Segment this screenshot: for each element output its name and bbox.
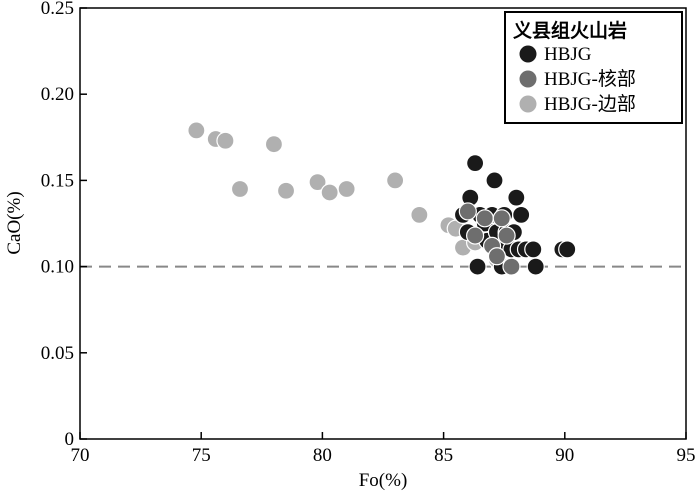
data-point — [466, 154, 485, 173]
data-point — [230, 179, 250, 199]
data-point — [410, 205, 429, 224]
data-point — [386, 171, 405, 190]
data-point — [264, 135, 284, 154]
x-tick-label: 80 — [313, 445, 332, 466]
legend-label: HBJG — [544, 44, 592, 65]
legend: 义县组火山岩 HBJG HBJG-核部 HBJG-边部 — [504, 11, 683, 124]
data-point — [308, 173, 327, 192]
legend-label: HBJG-核部 — [544, 68, 636, 90]
data-point — [216, 131, 235, 150]
legend-label: HBJG-边部 — [544, 93, 636, 115]
x-axis-label: Fo(%) — [359, 470, 408, 491]
x-axis-ticks: 70 75 80 85 90 95 — [71, 432, 696, 466]
data-point — [468, 257, 487, 276]
data-point — [512, 205, 531, 224]
y-tick-label: 0.15 — [41, 170, 74, 191]
data-point — [497, 226, 516, 245]
series-group — [458, 202, 521, 276]
data-point — [558, 240, 577, 259]
legend-marker — [519, 95, 537, 113]
x-tick-label: 75 — [192, 445, 211, 466]
series-group — [187, 121, 507, 269]
y-tick-label: 0.05 — [41, 343, 74, 364]
data-point — [466, 226, 485, 245]
legend-items: HBJG HBJG-核部 HBJG-边部 — [519, 44, 636, 115]
data-point — [502, 257, 521, 276]
legend-title: 义县组火山岩 — [513, 19, 627, 42]
y-tick-label: 0 — [65, 429, 75, 450]
y-axis-ticks: 0 0.05 0.10 0.15 0.20 0.25 — [41, 0, 87, 450]
data-point — [485, 171, 504, 190]
x-tick-label: 90 — [555, 445, 574, 466]
data-point — [337, 179, 356, 199]
data-point — [320, 183, 339, 202]
data-point — [524, 240, 543, 259]
plot-frame — [79, 7, 687, 440]
points-layer — [187, 121, 577, 276]
data-point — [458, 202, 477, 221]
data-point — [507, 188, 526, 207]
data-point — [526, 257, 545, 276]
y-tick-label: 0.20 — [41, 84, 74, 105]
y-tick-label: 0.25 — [41, 0, 74, 19]
y-axis-label: CaO(%) — [4, 191, 25, 254]
x-tick-label: 95 — [677, 445, 696, 466]
x-tick-label: 70 — [71, 445, 90, 466]
legend-marker — [519, 70, 537, 88]
data-point — [475, 209, 494, 228]
legend-marker — [519, 45, 537, 63]
data-point — [492, 209, 511, 228]
data-point — [276, 181, 296, 200]
x-tick-label: 85 — [434, 445, 453, 466]
data-point — [487, 247, 507, 266]
y-tick-label: 0.10 — [41, 257, 74, 278]
data-point — [187, 121, 206, 140]
